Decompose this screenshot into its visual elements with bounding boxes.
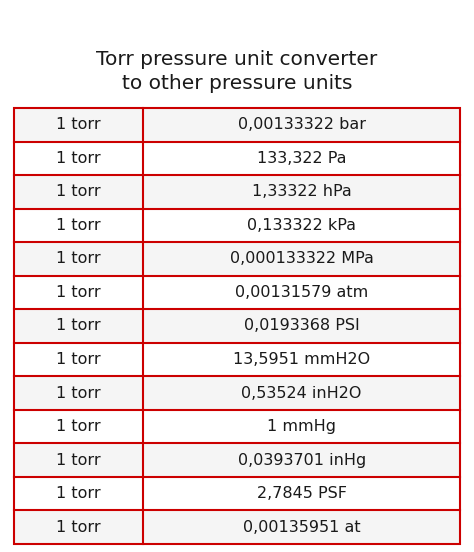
Text: 1 torr: 1 torr xyxy=(56,453,101,468)
Text: 1 torr: 1 torr xyxy=(56,285,101,300)
Bar xyxy=(14,209,460,242)
Text: 1 mmHg: 1 mmHg xyxy=(267,419,336,434)
Text: 1 torr: 1 torr xyxy=(56,486,101,501)
Text: 13,5951 mmH2O: 13,5951 mmH2O xyxy=(233,352,370,367)
Text: 1 torr: 1 torr xyxy=(56,218,101,233)
Bar xyxy=(14,108,460,141)
Text: 0,000133322 MPa: 0,000133322 MPa xyxy=(230,251,374,267)
Bar xyxy=(14,410,460,443)
Text: 1 torr: 1 torr xyxy=(56,184,101,199)
Bar xyxy=(14,141,460,175)
Text: 1 torr: 1 torr xyxy=(56,386,101,401)
Text: 0,00133322 bar: 0,00133322 bar xyxy=(237,117,365,132)
Bar xyxy=(14,108,460,544)
Bar xyxy=(14,511,460,544)
Text: 1 torr: 1 torr xyxy=(56,251,101,267)
Text: Torr pressure unit converter
to other pressure units: Torr pressure unit converter to other pr… xyxy=(96,50,378,93)
Text: 0,0193368 PSI: 0,0193368 PSI xyxy=(244,319,360,333)
Bar xyxy=(14,343,460,376)
Text: 1 torr: 1 torr xyxy=(56,419,101,434)
Bar xyxy=(14,242,460,275)
Text: 0,53524 inH2O: 0,53524 inH2O xyxy=(241,386,362,401)
Text: 1 torr: 1 torr xyxy=(56,352,101,367)
Bar xyxy=(14,443,460,477)
Text: 0,0393701 inHg: 0,0393701 inHg xyxy=(237,453,366,468)
Text: 2,7845 PSF: 2,7845 PSF xyxy=(256,486,346,501)
Bar xyxy=(14,275,460,309)
Text: 0,00131579 atm: 0,00131579 atm xyxy=(235,285,368,300)
Bar xyxy=(14,477,460,511)
Text: 1 torr: 1 torr xyxy=(56,520,101,535)
Text: 1 torr: 1 torr xyxy=(56,319,101,333)
Text: 0,133322 kPa: 0,133322 kPa xyxy=(247,218,356,233)
Bar xyxy=(14,309,460,343)
Text: 0,00135951 at: 0,00135951 at xyxy=(243,520,361,535)
Text: 1 torr: 1 torr xyxy=(56,151,101,166)
Text: 1 torr: 1 torr xyxy=(56,117,101,132)
Bar xyxy=(14,376,460,410)
Text: 1,33322 hPa: 1,33322 hPa xyxy=(252,184,352,199)
Bar xyxy=(14,175,460,209)
Text: 133,322 Pa: 133,322 Pa xyxy=(257,151,346,166)
